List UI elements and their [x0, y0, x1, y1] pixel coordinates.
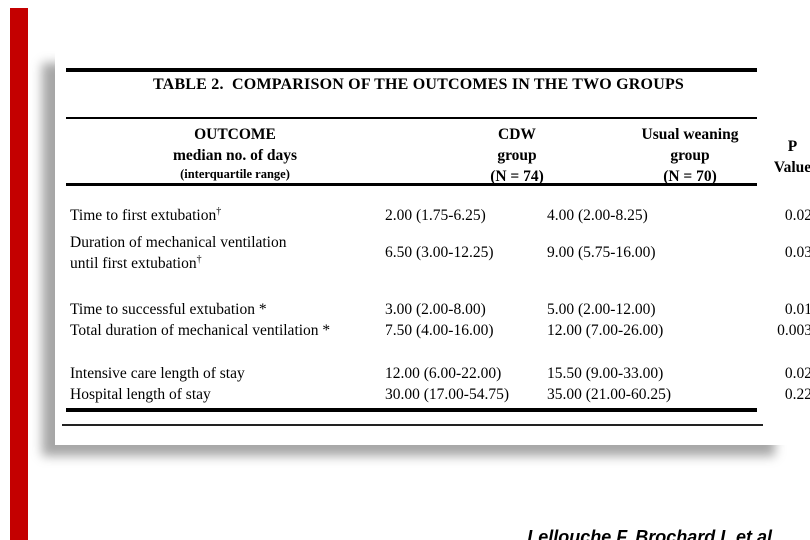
- rule-top-thick: [66, 68, 757, 72]
- row-6-p-value: 0.22: [784, 386, 810, 403]
- row-3-p-value: 0.01: [784, 301, 810, 318]
- header-cdw-group: CDW group (N = 74): [452, 124, 582, 187]
- row-1-label: Time to first extubation†: [70, 205, 222, 224]
- header-cdw-line2: group: [497, 147, 537, 164]
- header-outcome-line1: OUTCOME: [194, 126, 276, 143]
- header-usual-weaning-group: Usual weaning group (N = 70): [615, 124, 765, 187]
- row-5-label: Intensive care length of stay: [70, 365, 245, 382]
- dagger-marker: †: [216, 205, 222, 217]
- rule-bottom-thick: [66, 408, 757, 412]
- header-usual-line2: group: [670, 147, 710, 164]
- row-6-cdw-value: 30.00 (17.00-54.75): [385, 386, 509, 403]
- header-usual-line3: (N = 70): [663, 168, 717, 185]
- row-4-p-value: 0.003: [777, 322, 810, 339]
- header-p-line1: P: [787, 138, 798, 155]
- header-usual-line1: Usual weaning: [641, 126, 739, 143]
- table-figure: TABLE 2. COMPARISON OF THE OUTCOMES IN T…: [55, 50, 810, 445]
- header-p-value: P Value: [755, 136, 810, 178]
- citation: Lellouche F, Brochard L et al. AJRCCM 20…: [527, 472, 777, 540]
- row-3-cdw-value: 3.00 (2.00-8.00): [385, 301, 486, 318]
- header-p-line2: Value: [773, 159, 810, 176]
- row-5-p-value: 0.02: [784, 365, 810, 382]
- header-cdw-line1: CDW: [498, 126, 536, 143]
- rule-header-bottom: [66, 183, 757, 186]
- row-3-usual-value: 5.00 (2.00-12.00): [547, 301, 656, 318]
- accent-bar: [10, 8, 28, 540]
- row-5-cdw-value: 12.00 (6.00-22.00): [385, 365, 502, 382]
- header-outcome-line3: (interquartile range): [180, 167, 290, 181]
- row-1-cdw-value: 2.00 (1.75-6.25): [385, 207, 486, 224]
- table-title: TABLE 2. COMPARISON OF THE OUTCOMES IN T…: [153, 76, 685, 93]
- header-outcome-line2: median no. of days: [172, 147, 298, 164]
- row-2-usual-value: 9.00 (5.75-16.00): [547, 244, 656, 261]
- row-2-label-line1: Duration of mechanical ventilation: [70, 234, 287, 251]
- row-2-p-value: 0.03: [784, 244, 810, 261]
- row-1-usual-value: 4.00 (2.00-8.25): [547, 207, 648, 224]
- row-4-usual-value: 12.00 (7.00-26.00): [547, 322, 664, 339]
- row-2-cdw-value: 6.50 (3.00-12.25): [385, 244, 494, 261]
- row-4-cdw-value: 7.50 (4.00-16.00): [385, 322, 494, 339]
- row-6-label: Hospital length of stay: [70, 386, 211, 403]
- row-1-p-value: 0.02: [784, 207, 810, 224]
- row-5-usual-value: 15.50 (9.00-33.00): [547, 365, 664, 382]
- row-6-usual-value: 35.00 (21.00-60.25): [547, 386, 671, 403]
- header-cdw-line3: (N = 74): [490, 168, 544, 185]
- row-3-label: Time to successful extubation *: [70, 301, 267, 318]
- rule-bottom-thin: [62, 424, 763, 426]
- header-outcome: OUTCOME median no. of days (interquartil…: [95, 124, 375, 183]
- dagger-marker: †: [196, 253, 202, 265]
- row-4-label: Total duration of mechanical ventilation…: [70, 322, 331, 339]
- rule-header-top: [66, 117, 757, 119]
- citation-line-1: Lellouche F, Brochard L et al.: [527, 527, 777, 540]
- row-2-label-line2: until first extubation†: [70, 253, 202, 272]
